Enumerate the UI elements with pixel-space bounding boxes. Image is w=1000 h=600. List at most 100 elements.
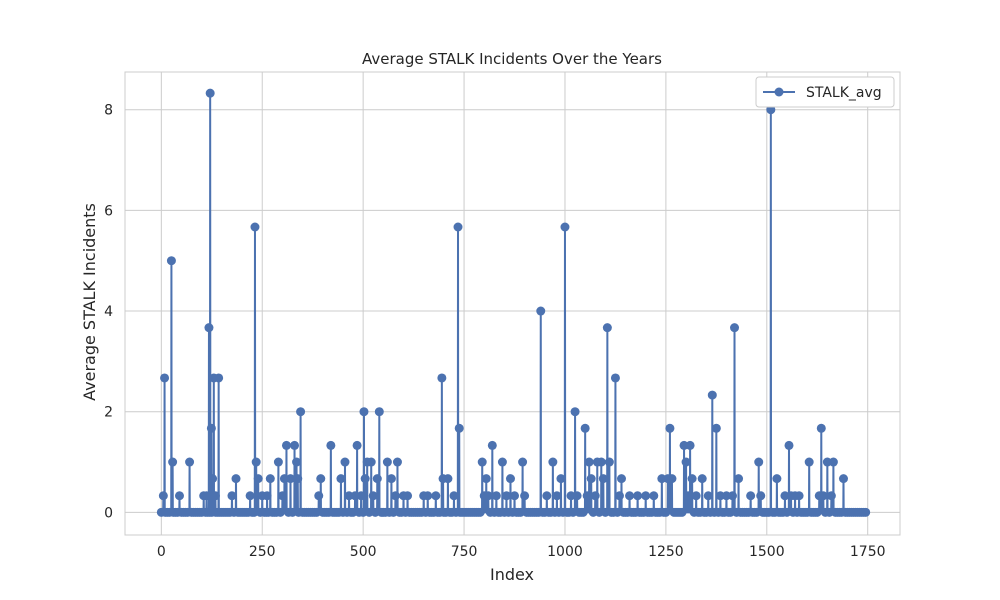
tick-labels: 0 250 500 750 1000 1250 1500 1750 0 2 4 6 8	[104, 103, 885, 560]
data-point	[293, 474, 303, 484]
data-point	[596, 457, 606, 467]
plot-frame	[124, 71, 901, 536]
baseline-point	[812, 507, 822, 517]
data-point	[730, 323, 740, 333]
data-point	[366, 457, 376, 467]
data-point	[273, 457, 283, 467]
data-point	[372, 474, 382, 484]
data-point	[667, 474, 677, 484]
data-point	[481, 474, 491, 484]
data-point	[340, 457, 350, 467]
data-point	[423, 491, 433, 501]
data-point	[253, 474, 263, 484]
data-point	[290, 440, 300, 450]
x-axis-label: Index	[490, 565, 534, 584]
data-point	[210, 491, 220, 501]
data-point	[281, 440, 291, 450]
data-point	[602, 323, 612, 333]
legend-box	[755, 76, 895, 108]
legend-series-name: STALK_avg	[806, 85, 882, 101]
data-point	[185, 457, 195, 467]
data-point	[501, 491, 511, 501]
data-point	[443, 474, 453, 484]
data-point	[382, 457, 392, 467]
data-point	[818, 491, 828, 501]
data-point	[784, 440, 794, 450]
data-point	[586, 474, 596, 484]
data-point	[794, 491, 804, 501]
data-point	[570, 407, 580, 417]
data-point	[590, 491, 600, 501]
x-tick-label: 750	[451, 544, 478, 560]
data-point	[683, 491, 693, 501]
data-point	[804, 457, 814, 467]
data-point	[292, 457, 302, 467]
data-point	[580, 423, 590, 433]
data-point	[641, 491, 651, 501]
data-point	[582, 491, 592, 501]
data-point	[536, 306, 546, 316]
data-point	[572, 491, 582, 501]
data-point	[204, 323, 214, 333]
data-point	[336, 474, 346, 484]
x-tick-label: 1500	[749, 544, 785, 560]
data-point	[359, 407, 369, 417]
data-point	[754, 457, 764, 467]
data-point	[707, 390, 717, 400]
data-point	[227, 491, 237, 501]
data-point	[206, 423, 216, 433]
x-tick-label: 500	[350, 544, 377, 560]
baseline-point	[661, 507, 671, 517]
data-point	[208, 474, 218, 484]
chart-title: Average STALK Incidents Over the Years	[362, 50, 662, 68]
data-point	[518, 457, 528, 467]
data-point	[326, 440, 336, 450]
data-point	[816, 423, 826, 433]
data-point	[296, 407, 306, 417]
data-point	[604, 457, 614, 467]
data-point	[449, 491, 459, 501]
data-point	[392, 457, 402, 467]
data-point	[368, 491, 378, 501]
data-point	[166, 256, 176, 266]
data-point	[614, 491, 624, 501]
data-point	[649, 491, 659, 501]
data-point	[262, 491, 272, 501]
data-point	[584, 457, 594, 467]
data-point	[205, 88, 215, 98]
data-point	[356, 491, 366, 501]
data-point	[560, 222, 570, 232]
data-point	[687, 474, 697, 484]
data-point	[174, 491, 184, 501]
data-point	[403, 491, 413, 501]
x-tick-label: 250	[249, 544, 276, 560]
data-point	[352, 440, 362, 450]
x-tick-label: 0	[157, 544, 166, 560]
data-point	[510, 491, 520, 501]
data-point	[231, 474, 241, 484]
data-point	[542, 491, 552, 501]
data-point	[703, 491, 713, 501]
data-point	[734, 474, 744, 484]
y-tick-label: 0	[104, 505, 113, 521]
data-point	[756, 491, 766, 501]
data-point	[625, 491, 635, 501]
data-point	[285, 474, 295, 484]
data-point	[491, 491, 501, 501]
series-layer	[156, 88, 871, 517]
data-point	[826, 491, 836, 501]
data-point	[214, 373, 224, 383]
baseline-point	[861, 507, 871, 517]
data-point	[437, 373, 447, 383]
data-point	[277, 491, 287, 501]
legend: STALK_avg	[755, 76, 895, 108]
data-point	[374, 407, 384, 417]
data-point	[746, 491, 756, 501]
legend-marker-swatch	[774, 87, 784, 97]
data-point	[265, 474, 275, 484]
data-point	[556, 474, 566, 484]
data-point	[711, 423, 721, 433]
baseline-point	[475, 507, 485, 517]
data-point	[685, 440, 695, 450]
